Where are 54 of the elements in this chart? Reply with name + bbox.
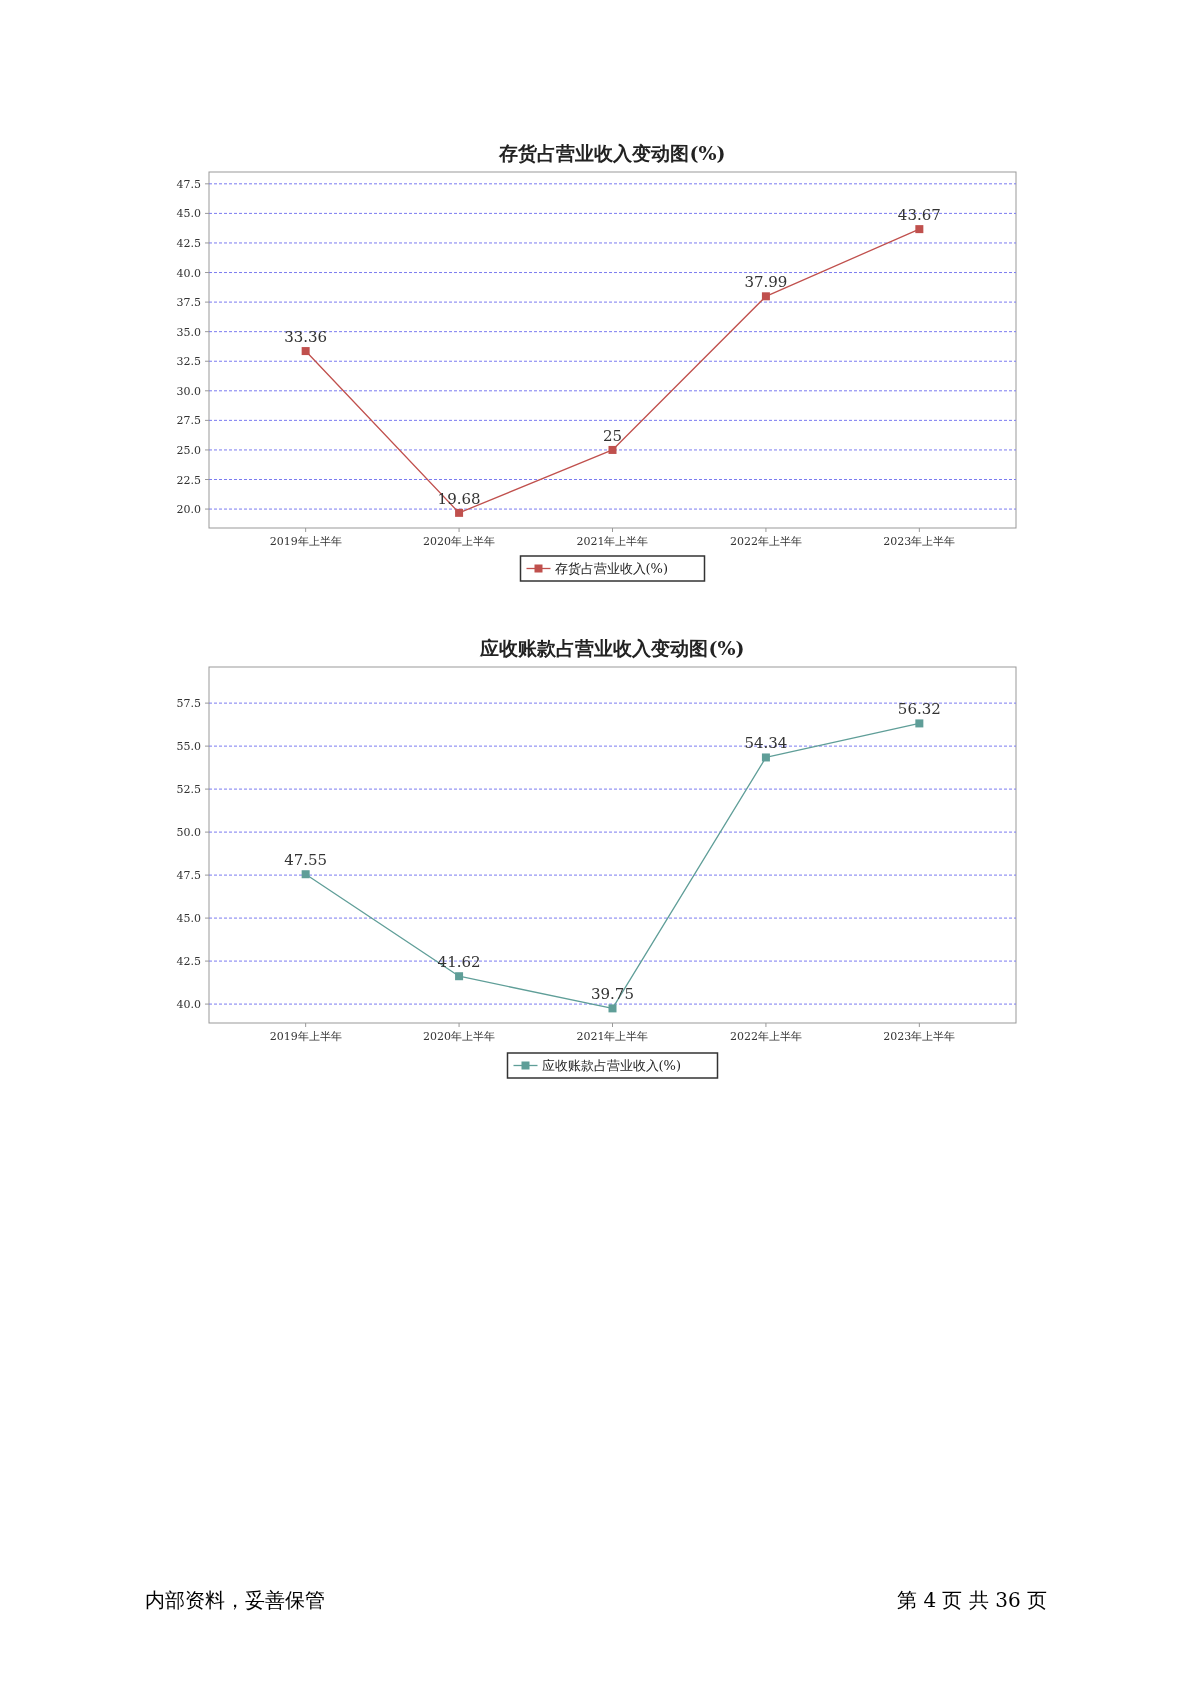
x-tick-label: 2023年上半年	[883, 535, 956, 548]
data-label: 37.99	[744, 273, 788, 292]
y-tick-label: 42.5	[176, 236, 201, 250]
data-label: 33.36	[284, 328, 328, 347]
y-tick-label: 30.0	[176, 384, 201, 398]
point	[608, 1004, 617, 1013]
y-tick-label: 50.0	[176, 826, 201, 840]
y-tick-label: 20.0	[176, 503, 201, 517]
y-tick-label: 27.5	[176, 414, 201, 428]
x-tick-label: 2019年上半年	[269, 1030, 342, 1043]
text: 第 4 页 共 36 页	[897, 1588, 1047, 1612]
data-label: 43.67	[897, 206, 941, 225]
data-label: 25	[602, 426, 623, 445]
x-tick-label: 2019年上半年	[269, 535, 342, 548]
y-tick-label: 47.5	[176, 177, 201, 191]
x-tick-label: 2021年上半年	[576, 535, 649, 548]
data-label: 54.34	[744, 734, 788, 753]
y-tick-label: 32.5	[176, 355, 201, 369]
point	[301, 870, 310, 879]
y-tick-label: 40.0	[176, 998, 201, 1012]
x-tick-label: 2020年上半年	[423, 535, 496, 548]
y-tick-label: 52.5	[176, 783, 201, 797]
y-tick-label: 40.0	[176, 266, 201, 280]
x-tick-label: 2022年上半年	[729, 1030, 802, 1043]
point	[915, 719, 924, 728]
y-tick-label: 57.5	[176, 697, 201, 711]
y-tick-label: 47.5	[176, 869, 201, 883]
legend-label: 存货占营业收入(%)	[554, 561, 668, 576]
point	[761, 753, 770, 762]
y-tick-label: 55.0	[176, 740, 201, 754]
y-tick-label: 35.0	[176, 325, 201, 339]
data-label: 41.62	[437, 953, 481, 972]
x-tick-label: 2022年上半年	[729, 535, 802, 548]
y-tick-label: 37.5	[176, 296, 201, 310]
text: 内部资料，妥善保管	[145, 1588, 325, 1612]
point	[301, 347, 310, 356]
point	[455, 508, 464, 517]
y-tick-label: 25.0	[176, 443, 201, 457]
point	[915, 225, 924, 234]
data-label: 47.55	[284, 851, 328, 870]
x-tick-label: 2021年上半年	[576, 1030, 649, 1043]
legend-label: 应收账款占营业收入(%)	[541, 1058, 681, 1073]
chart-title: 存货占营业收入变动图(%)	[498, 142, 726, 164]
chart-title: 应收账款占营业收入变动图(%)	[479, 637, 745, 659]
x-tick-label: 2023年上半年	[883, 1030, 956, 1043]
y-tick-label: 22.5	[176, 473, 201, 487]
y-tick-label: 45.0	[176, 912, 201, 926]
data-label: 56.32	[897, 700, 941, 719]
y-tick-label: 45.0	[176, 207, 201, 221]
y-tick-label: 42.5	[176, 955, 201, 969]
point	[455, 972, 464, 981]
point	[608, 445, 617, 454]
point	[761, 292, 770, 301]
x-tick-label: 2020年上半年	[423, 1030, 496, 1043]
